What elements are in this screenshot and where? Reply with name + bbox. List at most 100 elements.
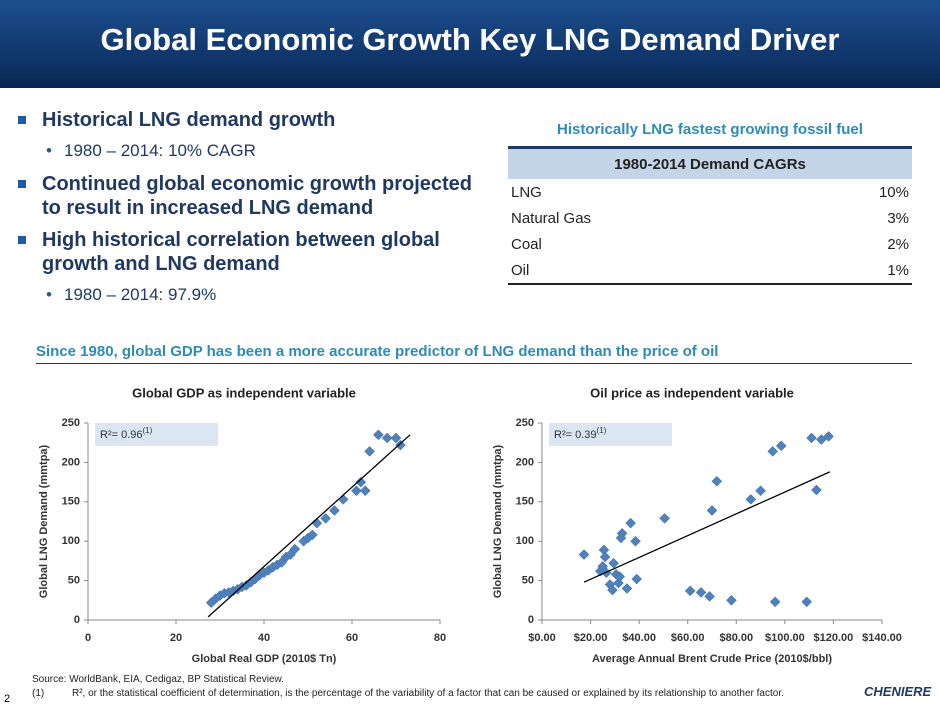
- x-tick-label: $40.00: [622, 632, 656, 644]
- table-row: LNG 10%: [508, 179, 912, 205]
- y-tick-label: 250: [516, 417, 534, 429]
- scatter-point: [621, 583, 633, 594]
- note-mark: (1): [32, 688, 45, 699]
- note-text: R², or the statistical coefficient of de…: [72, 688, 784, 699]
- cagr-value: 2%: [887, 235, 909, 253]
- scatter-point: [351, 485, 362, 497]
- table-row: Coal 2%: [508, 231, 912, 257]
- scatter-point: [578, 549, 590, 560]
- x-tick-label: 60: [346, 632, 358, 644]
- bullet: 1980 – 2014: 10% CAGR: [18, 140, 488, 162]
- y-tick-label: 50: [522, 575, 534, 587]
- y-tick-label: 200: [62, 456, 80, 468]
- scatter-point: [390, 432, 402, 444]
- y-tick-label: 100: [62, 535, 80, 547]
- page-number: 2: [4, 693, 11, 705]
- scatter-point: [775, 440, 787, 452]
- scatter-point: [381, 432, 393, 444]
- bullet: Continued global economic growth project…: [18, 172, 488, 220]
- scatter-point: [616, 527, 628, 539]
- scatter-point: [726, 594, 737, 606]
- fuel-name: LNG: [511, 183, 542, 201]
- scatter-point: [769, 596, 781, 608]
- y-tick-label: 0: [74, 614, 80, 626]
- annotation-box: [549, 423, 672, 446]
- x-tick-label: $80.00: [719, 632, 753, 644]
- scatter-point: [659, 512, 670, 524]
- annotation-box: [95, 423, 218, 446]
- scatter-point: [607, 584, 618, 596]
- x-tick-label: $20.00: [574, 632, 608, 644]
- charts: Global GDP as independent variable R²= 0.…: [38, 385, 902, 665]
- y-tick-label: 150: [62, 496, 80, 508]
- cagr-value: 1%: [792, 257, 912, 285]
- annotation-note: (1): [143, 426, 153, 435]
- bullet-list: Historical LNG demand growth 1980 – 2014:…: [18, 108, 488, 316]
- x-tick-label: $140.00: [862, 632, 902, 644]
- scatter-point: [364, 446, 375, 457]
- fuel-name: Coal: [511, 235, 542, 253]
- x-tick-label: $60.00: [671, 632, 705, 644]
- scatter-point: [806, 432, 817, 444]
- annotation: R²= 0.39(1): [554, 426, 607, 441]
- annotation-text: R²= 0.39: [554, 429, 597, 441]
- scatter-point: [359, 485, 371, 497]
- scatter-point: [695, 587, 707, 598]
- fuel-name: Oil: [508, 257, 793, 285]
- scatter-point: [329, 505, 340, 516]
- annotation-text: R²= 0.96: [100, 429, 143, 441]
- annotation: R²= 0.96(1): [100, 426, 153, 441]
- chart-title: Oil price as independent variable: [590, 385, 794, 400]
- scatter-point: [815, 434, 827, 445]
- table-title: Historically LNG fastest growing fossil …: [557, 121, 863, 138]
- note: (1) R², or the statistical coefficient of…: [32, 687, 784, 701]
- table-row: Natural Gas 3%: [508, 205, 912, 231]
- table-row: Oil 1%: [508, 257, 912, 285]
- scatter-point: [320, 512, 331, 524]
- y-axis-label: Global LNG Demand (mmtpa): [38, 444, 50, 598]
- source: Source: WorldBank, EIA, Cedigaz, BP Stat…: [32, 674, 284, 685]
- trendline: [207, 434, 411, 618]
- scatter-point: [711, 475, 723, 487]
- logo: CHENIERE: [864, 684, 932, 699]
- annotation-note: (1): [597, 426, 607, 435]
- y-tick-label: 50: [68, 575, 80, 587]
- footnotes: Source: WorldBank, EIA, Cedigaz, BP Stat…: [32, 673, 784, 701]
- x-tick-label: 80: [434, 632, 446, 644]
- scatter-point: [823, 431, 834, 442]
- x-tick-label: $120.00: [814, 632, 854, 644]
- scatter-point: [704, 591, 715, 602]
- subtitle: Since 1980, global GDP has been a more a…: [36, 343, 719, 360]
- scatter-point: [767, 446, 779, 457]
- header-bar: Global Economic Growth Key LNG Demand Dr…: [0, 0, 940, 88]
- bullet: 1980 – 2014: 97.9%: [18, 284, 488, 306]
- scatter-point: [631, 573, 643, 585]
- y-tick-label: 250: [62, 417, 80, 429]
- scatter-point: [684, 585, 696, 597]
- y-tick-label: 200: [516, 456, 534, 468]
- cagr-value: 3%: [887, 209, 909, 227]
- slide-title: Global Economic Growth Key LNG Demand Dr…: [100, 22, 840, 57]
- scatter-point: [289, 543, 301, 555]
- bullet: High historical correlation between glob…: [18, 228, 488, 276]
- scatter-point: [630, 535, 641, 547]
- x-tick-label: 0: [85, 632, 91, 644]
- x-axis-label: Global Real GDP (2010$ Tn): [192, 653, 337, 665]
- scatter-point: [395, 439, 406, 451]
- x-tick-label: 20: [170, 632, 182, 644]
- scatter-point: [745, 494, 757, 505]
- cagr-table: 1980-2014 Demand CAGRs LNG 10% Natural Gas 3…: [508, 146, 912, 285]
- scatter-point: [614, 571, 626, 583]
- x-tick-label: $0.00: [528, 632, 556, 644]
- y-tick-label: 0: [528, 614, 534, 626]
- scatter-point: [599, 551, 611, 563]
- cagr-value: 10%: [878, 183, 909, 201]
- trendline: [583, 471, 831, 583]
- x-tick-label: $100.00: [765, 632, 805, 644]
- scatter-point: [811, 484, 822, 496]
- scatter-point: [706, 505, 718, 516]
- scatter-point: [755, 485, 766, 497]
- scatter-point: [373, 429, 384, 441]
- chart-title: Global GDP as independent variable: [132, 385, 356, 400]
